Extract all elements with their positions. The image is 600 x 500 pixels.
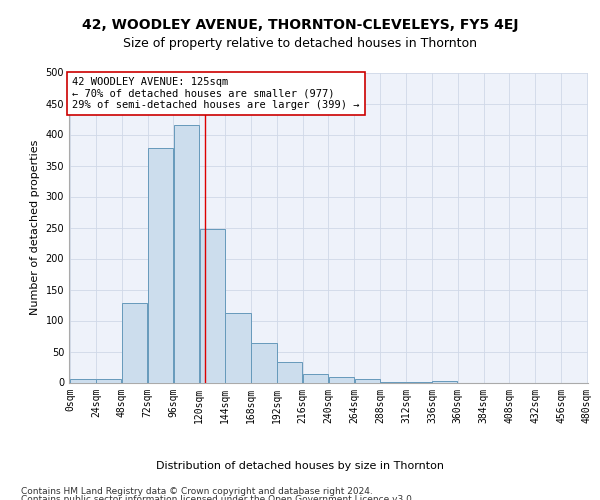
Y-axis label: Number of detached properties: Number of detached properties <box>30 140 40 315</box>
Text: Contains public sector information licensed under the Open Government Licence v3: Contains public sector information licen… <box>21 495 415 500</box>
Text: Size of property relative to detached houses in Thornton: Size of property relative to detached ho… <box>123 38 477 51</box>
Bar <box>303 374 328 382</box>
Bar <box>226 313 251 382</box>
Text: 42, WOODLEY AVENUE, THORNTON-CLEVELEYS, FY5 4EJ: 42, WOODLEY AVENUE, THORNTON-CLEVELEYS, … <box>82 18 518 32</box>
Bar <box>251 343 277 382</box>
Bar <box>432 380 457 382</box>
Bar <box>200 230 225 382</box>
Text: Distribution of detached houses by size in Thornton: Distribution of detached houses by size … <box>156 461 444 471</box>
Bar <box>148 148 173 382</box>
Bar <box>329 377 354 382</box>
Bar <box>96 380 121 382</box>
Bar <box>174 125 199 382</box>
Bar <box>355 379 380 382</box>
Text: 42 WOODLEY AVENUE: 125sqm
← 70% of detached houses are smaller (977)
29% of semi: 42 WOODLEY AVENUE: 125sqm ← 70% of detac… <box>72 77 360 110</box>
Bar <box>122 303 148 382</box>
Bar <box>70 380 95 382</box>
Text: Contains HM Land Registry data © Crown copyright and database right 2024.: Contains HM Land Registry data © Crown c… <box>21 488 373 496</box>
Bar <box>277 362 302 382</box>
